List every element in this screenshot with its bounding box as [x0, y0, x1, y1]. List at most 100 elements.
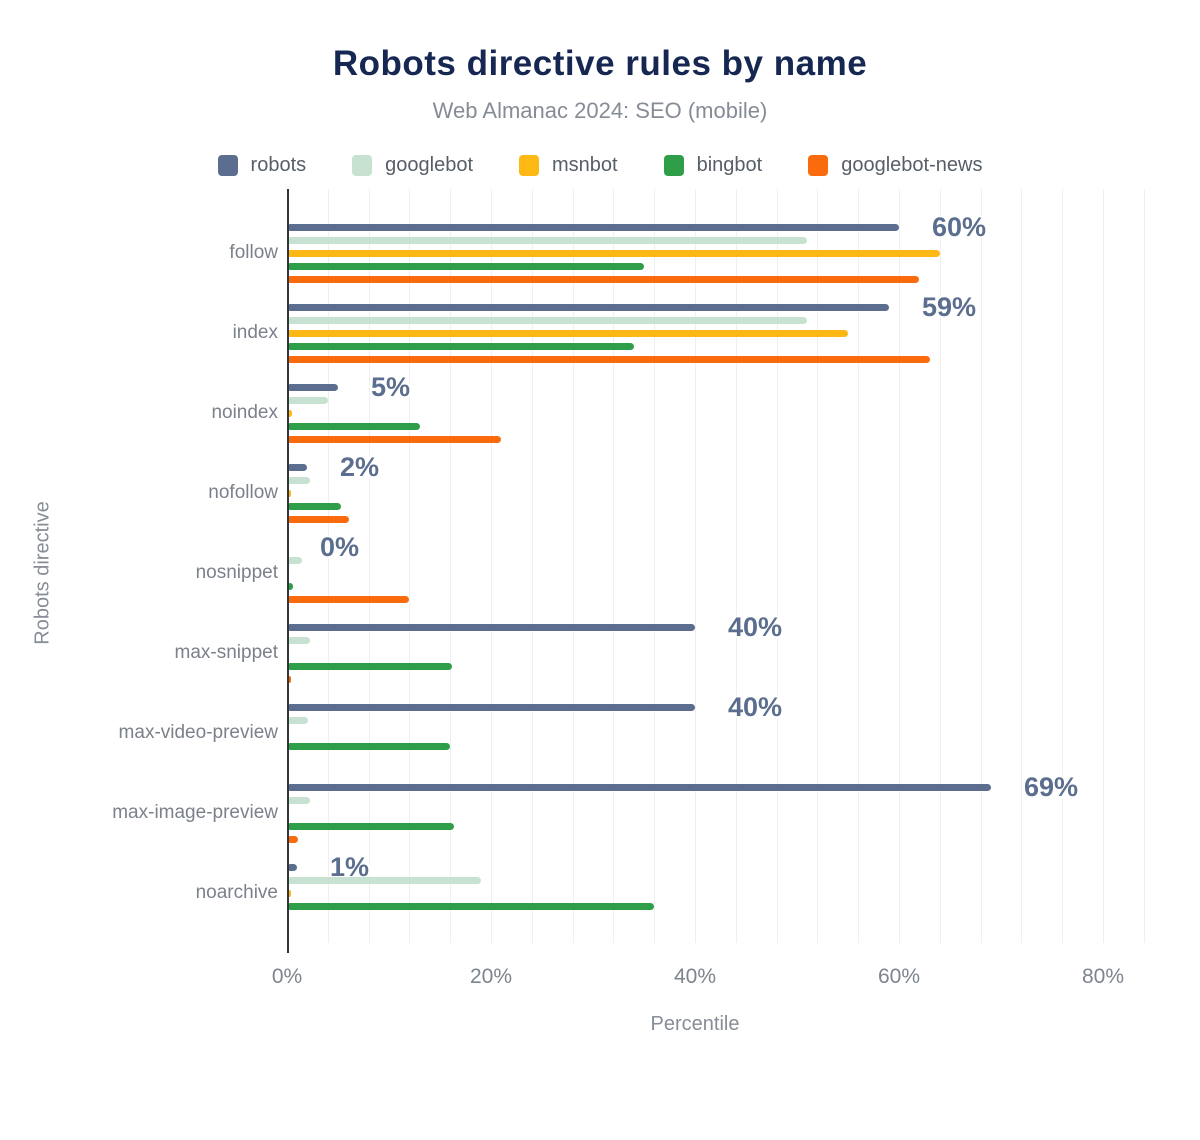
gridline — [491, 189, 492, 943]
bar-robots-nofollow — [287, 463, 307, 471]
x-tick-label-80%: 80% — [1081, 965, 1125, 988]
gridline — [981, 189, 982, 943]
gridline — [450, 189, 451, 943]
value-label-noarchive: 1% — [330, 851, 370, 882]
bar-googlebot-follow — [287, 236, 807, 244]
bar-row — [287, 874, 1163, 887]
bar-row — [287, 260, 1163, 273]
legend-swatch-bingbot — [663, 155, 684, 176]
legend-label: robots — [250, 154, 307, 176]
bar-msnbot-nofollow — [287, 489, 291, 497]
legend-swatch-googlebot-news — [808, 155, 829, 176]
bar-robots-follow — [287, 223, 899, 231]
y-axis-title: Robots directive — [31, 501, 53, 645]
bar-googlebot-max-image-preview — [287, 796, 310, 804]
bar-group-max-video-preview: 40% — [287, 693, 1163, 773]
bar-googlebot-news-follow — [287, 275, 919, 283]
bar-row — [287, 887, 1163, 900]
x-tick-label-0%: 0% — [271, 965, 303, 988]
gridline — [858, 189, 859, 943]
bar-row: 40% — [287, 611, 1163, 642]
value-label-nofollow: 2% — [340, 451, 380, 482]
bar-row — [287, 714, 1163, 727]
bar-row — [287, 420, 1163, 433]
bar-row: 0% — [287, 531, 1163, 562]
bar-msnbot-noarchive — [287, 889, 291, 897]
bar-row — [287, 554, 1163, 567]
bar-bingbot-noarchive — [287, 902, 654, 910]
gridline — [1144, 189, 1145, 943]
bar-row — [287, 727, 1163, 740]
value-label-follow: 60% — [932, 211, 987, 242]
bar-googlebot-news-nosnippet — [287, 595, 409, 603]
gridline — [1021, 189, 1022, 943]
legend-item-bingbot[interactable]: bingbot — [663, 154, 763, 177]
category-label-max-snippet: max-snippet — [174, 642, 279, 663]
bars-container: 60% 59% 5% 2% 0% 40% 40% 69% 1% — [287, 189, 1163, 933]
category-label-max-image-preview: max-image-preview — [112, 802, 278, 823]
bar-googlebot-max-video-preview — [287, 716, 308, 724]
legend-swatch-robots — [217, 155, 238, 176]
x-tick-label-60%: 60% — [877, 965, 921, 988]
bar-msnbot-index — [287, 329, 848, 337]
value-label-max-snippet: 40% — [728, 611, 783, 642]
bar-row — [287, 513, 1163, 526]
bar-group-follow: 60% — [287, 213, 1163, 293]
gridline — [817, 189, 818, 943]
legend-item-googlebot-news[interactable]: googlebot-news — [808, 154, 982, 177]
gridline — [736, 189, 737, 943]
category-label-index: index — [232, 322, 278, 343]
category-labels-column: follow index noindex nofollow nosnippet max-s… — [85, 189, 287, 957]
legend-item-robots[interactable]: robots — [217, 154, 307, 177]
x-tick-label-20%: 20% — [469, 965, 513, 988]
category-label-nofollow: nofollow — [208, 482, 278, 503]
bar-robots-max-image-preview — [287, 783, 991, 791]
bar-row: 69% — [287, 773, 1163, 800]
bar-bingbot-nofollow — [287, 502, 341, 510]
bar-row — [287, 833, 1163, 846]
bar-robots-noindex — [287, 383, 338, 391]
plot-area: 60% 59% 5% 2% 0% 40% 40% 69% 1% — [287, 189, 1163, 957]
bar-row — [287, 660, 1163, 673]
chart-card: Robots directive rules by name Web Alman… — [0, 44, 1200, 1140]
bar-row — [287, 593, 1163, 606]
bar-robots-noarchive — [287, 863, 297, 871]
bar-row — [287, 247, 1163, 260]
x-axis: 0% 20% 40% 60% 80% — [272, 957, 1200, 991]
legend-item-googlebot[interactable]: googlebot — [352, 154, 473, 177]
y-axis-title-column: Robots directive — [0, 189, 85, 957]
bar-row — [287, 234, 1163, 247]
bar-row — [287, 474, 1163, 487]
bar-bingbot-nosnippet — [287, 582, 293, 590]
bar-row — [287, 580, 1163, 593]
chart-title: Robots directive rules by name — [332, 44, 868, 83]
bar-row — [287, 353, 1163, 366]
value-label-noindex: 5% — [371, 371, 411, 402]
gridline — [654, 189, 655, 943]
gridline — [777, 189, 778, 943]
legend-item-msnbot[interactable]: msnbot — [519, 154, 618, 177]
gridline — [940, 189, 941, 943]
chart-subtitle: Web Almanac 2024: SEO (mobile) — [432, 98, 768, 123]
bar-bingbot-max-image-preview — [287, 822, 454, 830]
legend-swatch-googlebot — [352, 155, 373, 176]
bar-row: 59% — [287, 293, 1163, 320]
category-label-noarchive: noarchive — [195, 882, 278, 903]
category-label-noindex: noindex — [211, 402, 278, 423]
legend-label: bingbot — [696, 154, 763, 176]
gridline — [1062, 189, 1063, 943]
plot-region: Robots directive follow index noindex nofol… — [0, 189, 1200, 957]
bar-row: 40% — [287, 693, 1163, 720]
gridline — [899, 189, 900, 943]
bar-bingbot-noindex — [287, 422, 420, 430]
bar-robots-max-snippet — [287, 623, 695, 631]
value-label-nosnippet: 0% — [320, 531, 360, 562]
bar-row — [287, 794, 1163, 807]
bar-googlebot-noindex — [287, 396, 328, 404]
bar-row — [287, 407, 1163, 420]
bar-row: 5% — [287, 371, 1163, 402]
bar-group-noindex: 5% — [287, 373, 1163, 453]
bar-msnbot-follow — [287, 249, 940, 257]
bar-row: 60% — [287, 211, 1163, 242]
bar-row: 1% — [287, 851, 1163, 882]
